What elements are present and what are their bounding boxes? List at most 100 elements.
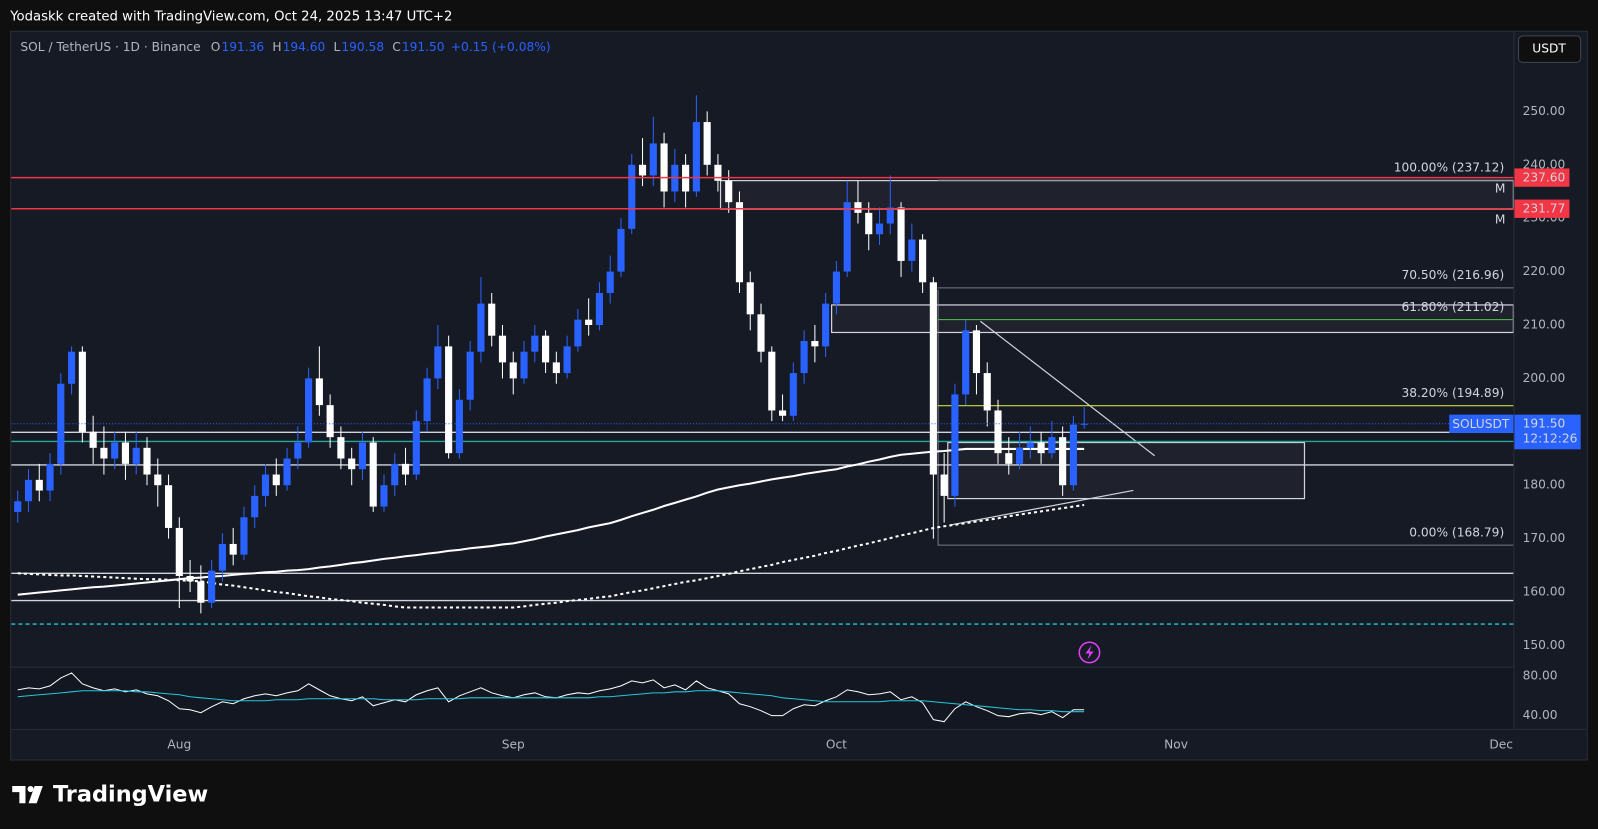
candle-body — [337, 437, 345, 459]
candle-body — [348, 458, 356, 470]
candle-body — [445, 346, 453, 454]
level-tag-label: 231.77 — [1523, 202, 1566, 216]
candle-body — [261, 474, 270, 496]
candle-body — [563, 346, 571, 374]
ohlc-value: 191.36 — [221, 40, 264, 54]
candle-body — [143, 447, 151, 475]
candle-body — [509, 362, 517, 379]
ohlc-key: H — [272, 40, 281, 54]
candle-body — [208, 570, 216, 603]
zone-box — [719, 179, 1514, 210]
trend-line — [980, 320, 1156, 457]
candle-body — [391, 463, 399, 486]
zone-box — [831, 304, 1514, 334]
candle-body — [811, 341, 819, 347]
logo-mark — [27, 785, 34, 793]
candle-body — [595, 292, 604, 326]
brand: TradingView — [53, 782, 208, 808]
ohlc-value: 194.60 — [283, 40, 326, 54]
currency-button[interactable] — [1517, 35, 1582, 63]
candle-body — [24, 479, 33, 502]
candle-body — [520, 351, 528, 379]
candle-body — [832, 271, 840, 304]
candle-body — [789, 373, 797, 416]
candle-body — [100, 447, 108, 459]
rsi-tick-label: 40.00 — [1523, 708, 1558, 722]
x-tick-label: Dec — [1489, 738, 1513, 752]
candle-body — [175, 527, 183, 576]
ohlc-key: C — [392, 40, 401, 54]
candle-body — [294, 442, 302, 459]
chart-panel — [10, 30, 1588, 761]
level-tag — [1514, 168, 1570, 187]
candle-body — [369, 442, 377, 507]
rsi-tick-label: 80.00 — [1523, 668, 1558, 682]
candle-body — [229, 543, 237, 555]
rsi-pane — [11, 667, 1514, 729]
y-tick-label: 220.00 — [1523, 264, 1566, 278]
x-tick-label: Oct — [826, 738, 847, 752]
y-tick-label: 250.00 — [1523, 104, 1566, 118]
candle-body — [498, 335, 507, 363]
candle-body — [542, 335, 550, 363]
candle-body — [962, 330, 970, 395]
candle-body — [251, 495, 259, 518]
candle-body — [380, 485, 388, 507]
brand-logo — [12, 785, 43, 804]
candle-body — [649, 143, 657, 176]
candle-body — [940, 474, 948, 496]
price-tag-label: 191.50 — [1523, 416, 1566, 430]
candle-body — [466, 351, 474, 400]
candle-body — [315, 378, 323, 406]
candle-body — [951, 394, 959, 496]
alert-circle[interactable] — [1078, 641, 1101, 664]
ohlc-value: 191.50 — [402, 40, 445, 54]
level-marker: M — [1495, 181, 1506, 195]
candle-body — [283, 458, 291, 486]
fib-label: 61.80% (211.02) — [1401, 300, 1504, 314]
moving-average — [17, 503, 1085, 609]
rsi-plot — [17, 672, 1085, 723]
candle-body — [660, 143, 668, 192]
candle-body — [1005, 453, 1013, 464]
candle-body — [735, 202, 744, 283]
candle-body — [994, 410, 1002, 454]
candle-body — [326, 405, 334, 438]
candle-body — [1037, 442, 1045, 454]
candle-body — [531, 335, 539, 352]
fib-label: 100.00% (237.12) — [1394, 160, 1505, 174]
logo-mark — [12, 785, 26, 804]
candle-body — [78, 351, 86, 432]
currency-label[interactable]: USDT — [1532, 42, 1566, 56]
ohlc-key: L — [334, 40, 341, 54]
candle-body — [121, 442, 130, 464]
y-tick-label: 180.00 — [1523, 478, 1566, 492]
candle-body — [1048, 437, 1056, 454]
candle-body — [401, 463, 410, 475]
candle-body — [585, 319, 593, 326]
moving-average — [17, 447, 1085, 596]
candle-body — [865, 212, 873, 235]
candle-body — [908, 239, 916, 261]
candle-body — [240, 517, 248, 555]
candle-body — [778, 410, 787, 416]
candle-body — [1015, 447, 1024, 464]
alert-bolt[interactable] — [1085, 645, 1094, 660]
candle-body — [714, 164, 722, 181]
symbol-tag — [1449, 414, 1514, 433]
axis-corner — [1513, 729, 1587, 760]
change: +0.15 (+0.08%) — [451, 40, 551, 54]
candle-body — [822, 303, 830, 347]
y-tick-label: 170.00 — [1523, 531, 1566, 545]
attribution: Yodaskk created with TradingView.com, Oc… — [9, 10, 452, 25]
candle-body — [1026, 442, 1034, 448]
candle-body — [1069, 424, 1077, 486]
zone-box — [947, 441, 1306, 500]
candle-body — [111, 442, 119, 459]
candle-body — [606, 271, 614, 293]
y-tick-label: 150.00 — [1523, 638, 1566, 652]
alert-icon[interactable] — [1078, 641, 1101, 664]
candle-body — [886, 207, 894, 224]
